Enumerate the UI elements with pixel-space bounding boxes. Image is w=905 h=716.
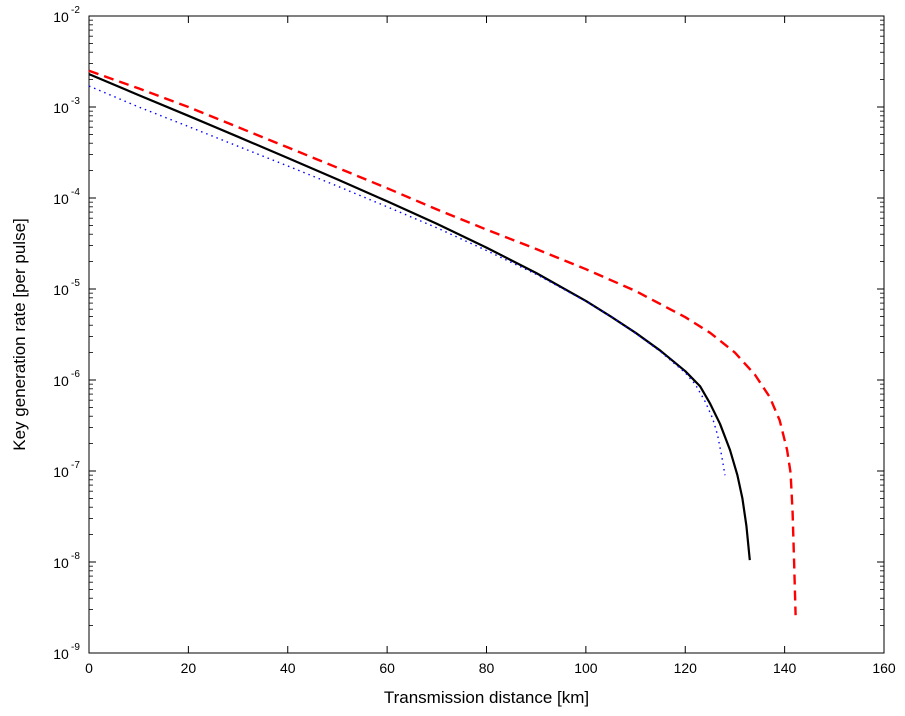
x-axis: 0 20 40 60 80 100 120 140 160 (85, 16, 896, 676)
x-tick-label: 80 (479, 660, 495, 676)
x-tick-label: 40 (280, 660, 296, 676)
y-tick-exponent: -2 (71, 5, 80, 16)
y-tick-exponent: -4 (71, 187, 80, 198)
x-tick-label: 20 (181, 660, 197, 676)
y-tick-label: 10 (53, 9, 69, 25)
y-tick-exponent: -8 (71, 551, 80, 562)
y-tick-exponent: -7 (71, 460, 80, 471)
y-axis: 10-910-810-710-610-510-410-310-2 (53, 5, 884, 662)
y-tick-label: 10 (53, 282, 69, 298)
series-layer (88, 69, 797, 616)
y-tick-label: 10 (53, 555, 69, 571)
x-axis-title: Transmission distance [km] (384, 688, 589, 707)
y-tick-exponent: -3 (71, 96, 80, 107)
y-tick-exponent: -9 (71, 642, 80, 653)
series-line-solid (88, 73, 751, 561)
x-tick-label: 140 (773, 660, 797, 676)
y-tick-label: 10 (53, 646, 69, 662)
x-tick-label: 160 (872, 660, 896, 676)
y-tick-exponent: -6 (71, 369, 80, 380)
x-tick-label: 60 (379, 660, 395, 676)
x-tick-label: 120 (674, 660, 698, 676)
y-tick-exponent: -5 (71, 278, 80, 289)
y-tick-label: 10 (53, 464, 69, 480)
y-tick-label: 10 (53, 191, 69, 207)
y-tick-label: 10 (53, 373, 69, 389)
y-tick-label: 10 (53, 100, 69, 116)
series-line-dashed (88, 69, 797, 616)
y-axis-title: Key generation rate [per pulse] (10, 218, 29, 450)
x-tick-label: 100 (574, 660, 598, 676)
x-tick-label: 0 (85, 660, 93, 676)
plot-area (88, 15, 885, 654)
